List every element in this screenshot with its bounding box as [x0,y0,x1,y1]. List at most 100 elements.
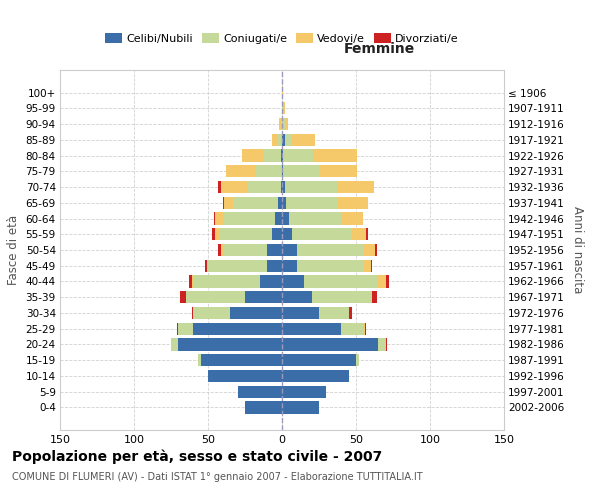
Bar [282,386,326,398]
Bar [282,322,341,335]
Bar [193,322,282,335]
Bar [282,102,283,115]
Bar [221,181,248,193]
Bar [192,276,193,287]
Bar [256,165,282,177]
Bar [282,260,297,272]
Bar [282,118,285,130]
Bar [311,291,371,304]
Y-axis label: Fasce di età: Fasce di età [7,215,20,285]
Bar [282,181,285,193]
Bar [205,260,206,272]
Bar [282,291,311,304]
Bar [285,134,292,146]
Bar [282,150,283,162]
Bar [341,322,364,335]
Bar [224,196,233,209]
Bar [279,118,281,130]
Bar [212,228,215,240]
Bar [233,196,278,209]
Bar [263,150,281,162]
Bar [200,354,282,366]
Bar [278,196,282,209]
Bar [218,181,221,193]
Bar [193,307,230,319]
Bar [178,322,193,335]
Bar [283,165,320,177]
Bar [282,228,292,240]
Bar [192,307,193,319]
Bar [171,338,178,350]
Bar [282,354,356,366]
Bar [282,244,297,256]
Bar [214,212,215,224]
Bar [378,276,386,287]
Bar [223,196,224,209]
Bar [375,244,377,256]
Bar [292,228,352,240]
Bar [189,276,192,287]
Bar [177,322,178,335]
Bar [260,276,282,287]
Bar [272,228,282,240]
Bar [352,228,367,240]
Bar [282,196,286,209]
Bar [275,212,282,224]
Bar [364,322,365,335]
Bar [223,244,267,256]
Bar [218,244,221,256]
Bar [297,260,364,272]
Bar [289,212,341,224]
Bar [178,338,282,350]
Bar [186,291,245,304]
Bar [304,276,378,287]
Bar [220,228,272,240]
Bar [337,181,374,193]
Text: Femmine: Femmine [344,42,415,56]
Bar [282,86,283,99]
Bar [349,307,352,319]
Bar [313,150,358,162]
Bar [245,291,282,304]
Bar [365,322,367,335]
Bar [215,228,220,240]
Text: Popolazione per età, sesso e stato civile - 2007: Popolazione per età, sesso e stato civil… [12,450,382,464]
Bar [283,150,313,162]
Bar [283,102,285,115]
Bar [281,181,282,193]
Bar [319,307,349,319]
Bar [372,291,377,304]
Bar [278,134,282,146]
Bar [267,260,282,272]
Bar [282,276,304,287]
Bar [341,212,364,224]
Bar [226,165,256,177]
Bar [285,181,337,193]
Bar [282,134,285,146]
Bar [386,276,389,287]
Bar [193,276,260,287]
Bar [180,291,186,304]
Bar [282,212,289,224]
Bar [282,338,378,350]
Bar [297,244,364,256]
Bar [208,260,267,272]
Bar [267,244,282,256]
Bar [281,118,282,130]
Text: COMUNE DI FLUMERI (AV) - Dati ISTAT 1° gennaio 2007 - Elaborazione TUTTITALIA.IT: COMUNE DI FLUMERI (AV) - Dati ISTAT 1° g… [12,472,422,482]
Bar [272,134,278,146]
Bar [386,338,387,350]
Y-axis label: Anni di nascita: Anni di nascita [571,206,584,294]
Bar [282,402,319,413]
Bar [367,228,368,240]
Bar [320,165,358,177]
Bar [208,370,282,382]
Bar [282,165,283,177]
Bar [356,354,359,366]
Bar [364,260,371,272]
Bar [371,260,372,272]
Bar [206,260,208,272]
Bar [338,196,368,209]
Bar [371,291,372,304]
Bar [215,212,223,224]
